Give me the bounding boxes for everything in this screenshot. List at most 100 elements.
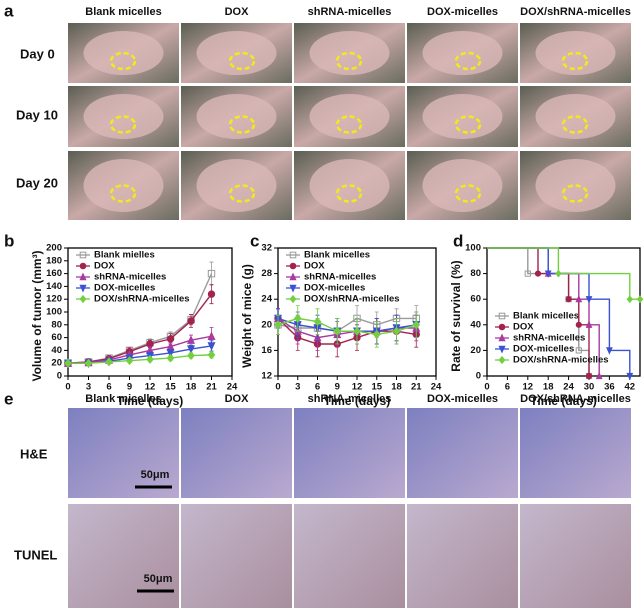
y-axis-label: Rate of survival (%) xyxy=(449,260,463,371)
data-point xyxy=(534,270,542,277)
legend-label: shRNA-micelles xyxy=(513,333,585,344)
data-point xyxy=(575,294,583,303)
column-header: DOX/shRNA-micelles xyxy=(520,393,631,405)
y-tick-label: 140 xyxy=(46,281,62,292)
data-point xyxy=(575,321,582,328)
column-header: DOX xyxy=(225,393,250,405)
panel-label: b xyxy=(4,231,14,250)
legend-marker xyxy=(289,294,297,304)
panel-label: d xyxy=(453,231,463,250)
x-tick-label: 9 xyxy=(335,382,340,393)
plot-frame xyxy=(486,247,641,377)
x-tick-label: 18 xyxy=(186,382,197,393)
tumor-marker xyxy=(561,184,589,203)
data-point xyxy=(293,313,302,323)
data-point xyxy=(125,356,134,366)
data-point xyxy=(187,351,195,360)
panel-label: e xyxy=(4,389,13,408)
tissue-photo xyxy=(181,408,292,498)
x-tick-label: 0 xyxy=(484,382,489,393)
scale-bar-label: 50μm xyxy=(141,469,170,481)
mouse-body xyxy=(535,31,616,75)
panel-label: a xyxy=(4,1,14,20)
x-tick-label: 42 xyxy=(625,382,636,393)
mouse-body xyxy=(83,94,164,139)
series-line xyxy=(487,247,640,300)
column-header: DOX-micelles xyxy=(427,6,498,18)
data-point xyxy=(187,335,195,344)
data-point xyxy=(585,296,593,304)
column-header: shRNA-micelles xyxy=(308,6,392,18)
legend-label: DOX xyxy=(304,261,325,272)
x-tick-label: 0 xyxy=(275,382,280,393)
legend-label: DOX/shRNA-micelles xyxy=(513,355,609,366)
tumor-marker xyxy=(228,115,256,134)
tissue-photo xyxy=(407,504,518,608)
y-tick-label: 12 xyxy=(261,371,272,382)
column-header: DOX/shRNA-micelles xyxy=(520,6,631,18)
data-point xyxy=(626,372,634,381)
legend-marker xyxy=(79,294,87,304)
mouse-body xyxy=(83,159,164,212)
legend-label: DOX-micelles xyxy=(94,283,155,294)
data-point xyxy=(166,353,175,363)
x-tick-label: 12 xyxy=(523,382,534,393)
data-point xyxy=(187,345,195,355)
x-tick-label: 24 xyxy=(227,382,238,393)
tissue-photo xyxy=(520,408,631,498)
x-tick-label: 12 xyxy=(145,382,156,393)
error-bar xyxy=(209,261,214,286)
x-tick-label: 18 xyxy=(543,382,554,393)
y-tick-label: 80 xyxy=(51,319,62,330)
legend-label: DOX/shRNA-micelles xyxy=(304,294,400,305)
y-axis-label: Weight of mice (g) xyxy=(240,264,254,368)
legend-label: DOX xyxy=(513,322,534,333)
x-tick-label: 6 xyxy=(106,382,111,393)
y-tick-label: 0 xyxy=(57,371,62,382)
data-point xyxy=(626,295,634,304)
mouse-body xyxy=(535,159,616,212)
y-tick-label: 100 xyxy=(465,243,481,254)
data-point xyxy=(575,347,582,354)
data-point xyxy=(585,320,593,328)
x-tick-label: 3 xyxy=(295,382,300,393)
tissue-photo xyxy=(68,408,179,498)
data-point xyxy=(105,357,113,367)
data-point xyxy=(207,331,216,341)
data-point xyxy=(636,295,644,304)
y-tick-label: 28 xyxy=(261,268,272,279)
mouse-body xyxy=(309,159,390,212)
x-tick-label: 15 xyxy=(371,382,382,393)
tumor-marker xyxy=(109,184,137,203)
legend-marker xyxy=(289,262,297,270)
row-label: Day 10 xyxy=(16,107,58,122)
y-tick-label: 120 xyxy=(46,294,62,305)
tissue-photo xyxy=(181,504,292,608)
y-tick-label: 32 xyxy=(261,243,272,254)
column-header: shRNA-micelles xyxy=(308,393,392,405)
row-label: Day 20 xyxy=(16,175,58,190)
legend-marker xyxy=(498,312,506,320)
row-label: TUNEL xyxy=(14,547,57,562)
tumor-marker xyxy=(561,115,589,134)
data-point xyxy=(274,320,282,330)
legend-label: Blank micelles xyxy=(513,311,579,322)
y-tick-label: 60 xyxy=(51,332,62,343)
legend-label: shRNA-micelles xyxy=(304,272,376,283)
tumor-marker xyxy=(454,51,482,71)
y-tick-label: 180 xyxy=(46,255,62,266)
legend-marker xyxy=(498,333,506,342)
y-tick-label: 200 xyxy=(46,243,62,254)
data-point xyxy=(64,358,72,368)
data-point xyxy=(585,372,593,380)
data-point xyxy=(524,270,531,277)
legend-marker xyxy=(498,345,506,354)
y-tick-label: 40 xyxy=(470,319,481,330)
legend-label: DOX/shRNA-micelles xyxy=(94,294,190,305)
series-line xyxy=(67,335,212,364)
x-tick-label: 24 xyxy=(431,382,442,393)
data-point xyxy=(555,269,562,278)
tissue-photo xyxy=(294,408,405,498)
y-axis-label: Volume of tumor (mm³) xyxy=(30,250,44,381)
x-tick-label: 9 xyxy=(127,382,132,393)
